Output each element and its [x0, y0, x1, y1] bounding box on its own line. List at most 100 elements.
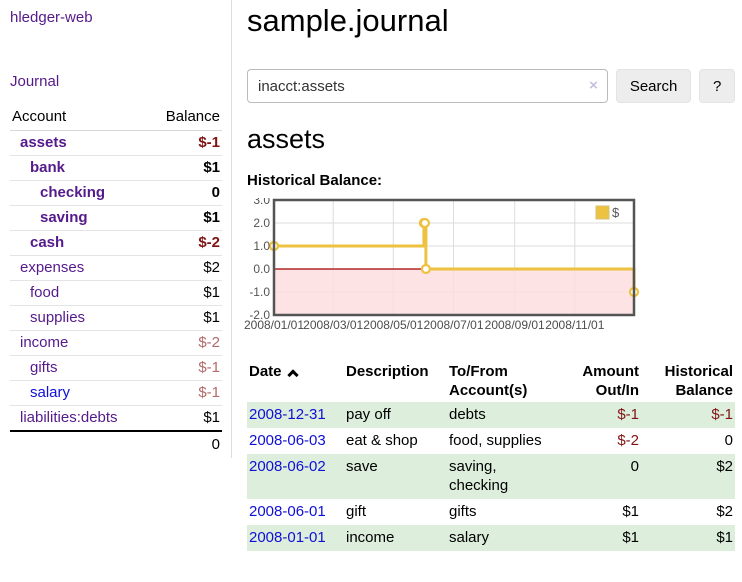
- register-accounts: debts: [449, 406, 486, 423]
- register-header-balance: Historical Balance: [664, 363, 733, 399]
- account-row: income $-2: [10, 330, 222, 356]
- page-title: sample.journal: [247, 3, 449, 38]
- register-description: pay off: [346, 406, 391, 423]
- svg-text:2008/03/01: 2008/03/01: [303, 318, 363, 332]
- register-date-link[interactable]: 2008-12-31: [249, 406, 326, 423]
- svg-text:-2.0: -2.0: [249, 308, 270, 322]
- svg-text:2008/09/01: 2008/09/01: [485, 318, 545, 332]
- account-balance: $-1: [148, 130, 222, 156]
- register-row[interactable]: 2008-12-31 pay off debts $-1 $-1: [247, 402, 735, 428]
- account-row: assets $-1: [10, 130, 222, 156]
- accounts-total-value: 0: [148, 430, 222, 457]
- account-row: food $1: [10, 280, 222, 306]
- register-accounts: saving, checking: [449, 458, 509, 494]
- sidebar-account-cash[interactable]: cash: [30, 234, 65, 251]
- search-input[interactable]: [247, 69, 608, 103]
- register-description: eat & shop: [346, 432, 418, 449]
- account-row: bank $1: [10, 155, 222, 181]
- register-accounts: salary: [449, 529, 490, 546]
- register-balance: $2: [716, 458, 733, 475]
- svg-text:2008/05/01: 2008/05/01: [363, 318, 423, 332]
- account-balance: $1: [148, 280, 222, 306]
- register-description: gift: [346, 503, 367, 520]
- register-row[interactable]: 2008-06-03 eat & shop food, supplies $-2 0: [247, 428, 735, 454]
- sidebar-account-salary[interactable]: salary: [30, 384, 71, 401]
- register-date-link[interactable]: 2008-06-02: [249, 458, 326, 475]
- accounts-table: Account Balance assets $-1 bank $1 checking 0…: [10, 105, 222, 457]
- sidebar-account-expenses[interactable]: expenses: [20, 259, 85, 276]
- sidebar-account-income[interactable]: income: [20, 334, 69, 351]
- svg-text:3.0: 3.0: [253, 198, 270, 207]
- register-amount: $-1: [617, 406, 639, 423]
- register-balance: 0: [724, 432, 733, 449]
- sidebar-account-checking[interactable]: checking: [40, 184, 106, 201]
- sort-ascending-icon: [286, 369, 299, 381]
- svg-text:2008/11/01: 2008/11/01: [545, 318, 604, 332]
- sidebar-account-saving[interactable]: saving: [40, 209, 88, 226]
- register-header-amount: Amount Out/In: [582, 363, 639, 399]
- account-row: supplies $1: [10, 305, 222, 331]
- register-header-description: Description: [346, 363, 429, 380]
- historical-balance-chart: $3.0 2.0 1.0 0.0 -1.0 -2.0 2008/01/01 2008/03/0…: [244, 193, 735, 338]
- account-row: expenses $2: [10, 255, 222, 281]
- help-button[interactable]: ?: [699, 69, 735, 103]
- account-balance: $-2: [148, 230, 222, 256]
- account-row: salary $-1: [10, 380, 222, 406]
- search-box: ×: [247, 69, 608, 103]
- sidebar-account-liabilities-debts[interactable]: liabilities:debts: [20, 409, 118, 426]
- account-row: saving $1: [10, 205, 222, 231]
- sidebar-account-food[interactable]: food: [30, 284, 60, 301]
- account-balance: $-2: [148, 330, 222, 356]
- register-row[interactable]: 2008-06-02 save saving, checking 0 $2: [247, 454, 735, 499]
- register-description: save: [346, 458, 378, 475]
- account-balance: $1: [148, 405, 222, 432]
- account-balance: $2: [148, 255, 222, 281]
- register-row[interactable]: 2008-01-01 income salary $1 $1: [247, 525, 735, 551]
- svg-text:1.0: 1.0: [253, 239, 270, 253]
- svg-text:$: $: [612, 205, 620, 220]
- svg-text:0.0: 0.0: [253, 262, 270, 276]
- register-amount: 0: [630, 458, 639, 475]
- accounts-total-row: 0: [10, 430, 222, 457]
- sidebar: hledger-web Journal Account Balance asse…: [0, 0, 232, 458]
- account-balance: $-1: [148, 380, 222, 406]
- chart-heading: Historical Balance:: [247, 172, 383, 189]
- register-balance: $-1: [711, 406, 733, 423]
- account-balance: 0: [148, 180, 222, 206]
- sidebar-item-journal[interactable]: Journal: [10, 73, 60, 90]
- accounts-header-account: Account: [10, 105, 149, 131]
- svg-text:-1.0: -1.0: [249, 285, 270, 299]
- register-row[interactable]: 2008-06-01 gift gifts $1 $2: [247, 499, 735, 525]
- svg-text:2.0: 2.0: [253, 216, 270, 230]
- register-amount: $1: [622, 529, 639, 546]
- register-balance: $1: [716, 529, 733, 546]
- clear-search-icon[interactable]: ×: [589, 77, 598, 94]
- register-date-link[interactable]: 2008-01-01: [249, 529, 326, 546]
- account-row: checking 0: [10, 180, 222, 206]
- account-balance: $1: [148, 305, 222, 331]
- sidebar-account-supplies[interactable]: supplies: [30, 309, 86, 326]
- register-balance: $2: [716, 503, 733, 520]
- account-row: liabilities:debts $1: [10, 405, 222, 432]
- register-accounts: food, supplies: [449, 432, 542, 449]
- account-balance: $1: [148, 155, 222, 181]
- search-button[interactable]: Search: [615, 69, 692, 103]
- accounts-header-balance: Balance: [148, 105, 222, 131]
- account-heading: assets: [247, 124, 326, 154]
- app-title-link[interactable]: hledger-web: [10, 9, 93, 26]
- register-date-link[interactable]: 2008-06-03: [249, 432, 326, 449]
- register-description: income: [346, 529, 395, 546]
- register-header-date[interactable]: Date: [247, 360, 344, 402]
- sidebar-account-assets[interactable]: assets: [20, 134, 67, 151]
- sidebar-account-bank[interactable]: bank: [30, 159, 66, 176]
- svg-text:2008/01/01: 2008/01/01: [244, 318, 304, 332]
- account-balance: $1: [148, 205, 222, 231]
- register-amount: $-2: [617, 432, 639, 449]
- register-amount: $1: [622, 503, 639, 520]
- sidebar-account-gifts[interactable]: gifts: [30, 359, 58, 376]
- svg-text:2008/07/01: 2008/07/01: [423, 318, 483, 332]
- register-table: Date Description To/From Account(s) Amou…: [247, 360, 735, 551]
- register-date-link[interactable]: 2008-06-01: [249, 503, 326, 520]
- register-accounts: gifts: [449, 503, 477, 520]
